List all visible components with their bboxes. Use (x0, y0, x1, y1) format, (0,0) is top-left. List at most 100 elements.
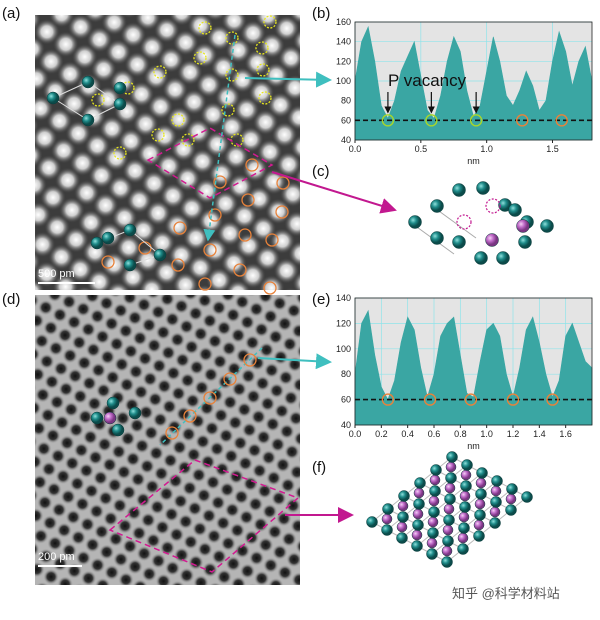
ring-marker (275, 205, 289, 219)
atom (461, 459, 473, 471)
atom (426, 537, 438, 549)
vacancy-marker (225, 68, 239, 82)
vacancy-site (485, 198, 501, 214)
atom (441, 545, 453, 557)
atom (476, 467, 488, 479)
atom (101, 231, 115, 245)
ring-marker (243, 353, 257, 367)
ring-marker (183, 409, 197, 423)
atom (128, 406, 142, 420)
scale-bar-label: 500 pm (38, 268, 75, 280)
y-tick-label: 80 (341, 369, 351, 379)
atom (429, 485, 441, 497)
stm-image-d (35, 295, 300, 585)
atom (90, 411, 104, 425)
atom (457, 532, 469, 544)
vacancy-marker (221, 103, 235, 117)
x-tick-label: 0.0 (349, 429, 362, 439)
atom (81, 75, 95, 89)
vacancy-marker (255, 41, 269, 55)
charts: 40 60 80 100 120 140 160 0.0 0.5 1.0 1.5 nm P vacanc… (336, 17, 593, 451)
ring-marker (203, 391, 217, 405)
x-tick-label: 1.6 (559, 429, 572, 439)
atom (459, 490, 471, 502)
atom (475, 488, 487, 500)
atom (474, 509, 486, 521)
profile-marker (506, 393, 520, 406)
x-axis-label: nm (467, 156, 480, 166)
atom (491, 475, 503, 487)
atom (443, 514, 455, 526)
ring-marker (265, 233, 279, 247)
x-axis-label: nm (467, 441, 480, 451)
atom (414, 477, 426, 489)
x-tick-label: 0.6 (428, 429, 441, 439)
vacancy-marker (258, 91, 272, 105)
y-tick-label: 120 (336, 318, 351, 328)
ring-marker (198, 277, 212, 291)
atom (412, 519, 424, 531)
atom (430, 199, 444, 213)
atom (397, 500, 409, 512)
ring-marker (245, 158, 259, 172)
vacancy-marker (181, 133, 195, 147)
atom (412, 508, 424, 520)
atom (106, 396, 120, 410)
atom (506, 483, 518, 495)
profile-area (354, 25, 593, 141)
ring-marker (165, 426, 179, 440)
y-tick-label: 140 (336, 37, 351, 47)
y-tick-label: 60 (341, 395, 351, 405)
atom (103, 411, 117, 425)
atom (428, 506, 440, 518)
atom (460, 480, 472, 492)
atom (443, 503, 455, 515)
atom (476, 181, 490, 195)
atom (381, 524, 393, 536)
watermark: 知乎 @科学材料站 (452, 586, 560, 601)
atom (430, 231, 444, 245)
x-tick-label: 1.0 (480, 429, 493, 439)
vacancy-marker (91, 93, 105, 107)
link-arrow (244, 71, 332, 88)
atom (441, 556, 453, 568)
overlays (46, 15, 554, 573)
atom (429, 474, 441, 486)
panel-label: (a) (2, 5, 20, 22)
atom (411, 540, 423, 552)
atom (458, 522, 470, 534)
y-tick-label: 40 (341, 420, 351, 430)
panel-label: (b) (312, 5, 330, 22)
ring-marker (101, 255, 115, 269)
panel-label: (f) (312, 459, 326, 476)
atom (366, 516, 378, 528)
profile-marker (464, 393, 478, 406)
atom (111, 423, 125, 437)
vacancy-marker (151, 128, 165, 142)
profile-marker (381, 114, 395, 127)
vacancy-marker (256, 63, 270, 77)
atom (446, 451, 458, 463)
x-tick-label: 1.5 (546, 144, 559, 154)
atom (382, 503, 394, 515)
atom (508, 203, 522, 217)
atom (430, 464, 442, 476)
y-tick-label: 120 (336, 56, 351, 66)
atom (452, 235, 466, 249)
atom (113, 81, 127, 95)
atom (460, 469, 472, 481)
ring-marker (213, 175, 227, 189)
vacancy-marker (263, 15, 277, 29)
atom (396, 532, 408, 544)
profile-marker (555, 114, 568, 127)
atom (427, 527, 439, 539)
atom (153, 248, 167, 262)
atom (496, 251, 510, 265)
ring-marker (203, 243, 217, 257)
atom (90, 236, 104, 250)
ring-marker (233, 263, 247, 277)
supercell (108, 459, 300, 573)
stm-image-a (35, 15, 300, 290)
atom (397, 511, 409, 523)
ring-marker (173, 221, 187, 235)
